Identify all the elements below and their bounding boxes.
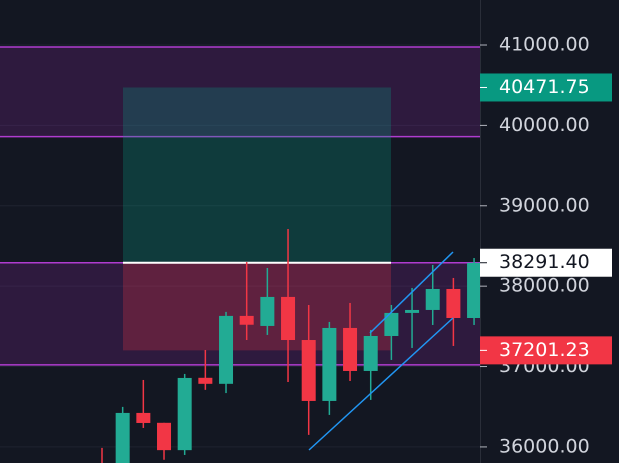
y-tick-label: 39000.00 bbox=[499, 194, 590, 216]
candle-body bbox=[467, 262, 480, 318]
candle-body bbox=[446, 288, 461, 318]
candle-body bbox=[115, 412, 130, 463]
candle-body bbox=[136, 412, 151, 423]
y-tick-label: 40000.00 bbox=[499, 114, 590, 136]
candle-body bbox=[177, 377, 192, 451]
price-label: 38291.40 bbox=[499, 251, 590, 273]
price-label-box bbox=[480, 248, 612, 277]
zone bbox=[0, 262, 480, 365]
y-tick-label: 36000.00 bbox=[499, 435, 590, 457]
zone bbox=[0, 47, 480, 137]
price-label: 37201.23 bbox=[499, 339, 590, 361]
candle-body bbox=[384, 312, 399, 336]
candle-body bbox=[198, 377, 213, 384]
candle-body bbox=[219, 315, 234, 384]
price-label: 40471.75 bbox=[499, 76, 590, 98]
candle-body bbox=[405, 309, 420, 313]
price-label-box bbox=[480, 336, 612, 365]
plot-area bbox=[0, 44, 480, 463]
candle-body bbox=[425, 288, 440, 310]
price-label-box bbox=[480, 73, 612, 102]
candle-body bbox=[363, 335, 378, 371]
channel-line bbox=[308, 317, 454, 451]
candle-body bbox=[239, 315, 254, 325]
profit-area bbox=[123, 87, 391, 263]
price-axis: 36000.0037000.0038000.0039000.0040000.00… bbox=[480, 34, 612, 457]
candle-body bbox=[301, 340, 316, 401]
y-tick-label: 41000.00 bbox=[499, 34, 590, 56]
candle-body bbox=[157, 422, 172, 451]
candle-body bbox=[281, 296, 296, 341]
candle-body bbox=[343, 327, 358, 371]
y-tick-label: 38000.00 bbox=[499, 275, 590, 297]
candle-body bbox=[260, 296, 275, 326]
candle-body bbox=[322, 327, 337, 401]
channel-line bbox=[369, 251, 454, 334]
